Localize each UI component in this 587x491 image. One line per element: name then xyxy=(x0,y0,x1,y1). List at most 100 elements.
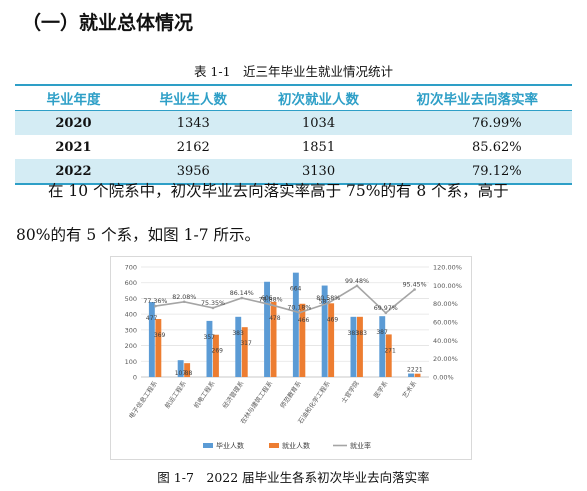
header-graduates: 毕业生人数 xyxy=(131,84,255,111)
left-axis-tick-label: 300 xyxy=(125,326,137,334)
left-axis-tick-label: 100 xyxy=(125,358,137,366)
legend-label: 就业人数 xyxy=(282,441,310,450)
category-tick-label: 经济管理系 xyxy=(220,379,245,410)
rate-data-label: 77.36% xyxy=(143,298,167,305)
bar-value-label: 477 xyxy=(146,315,158,322)
category-tick-label: 医学系 xyxy=(371,379,389,400)
table-caption: 表 1-1 近三年毕业生就业情况统计 xyxy=(193,64,394,79)
bar-employed xyxy=(270,301,277,377)
left-axis-tick-label: 400 xyxy=(125,311,137,319)
bar-value-label: 271 xyxy=(384,347,396,354)
category-tick-label: 机电工程系 xyxy=(191,379,216,410)
bar-employed xyxy=(241,327,248,377)
category-tick-label: 士官学院 xyxy=(339,378,361,404)
legend-swatch-graduates xyxy=(203,443,213,448)
bar-value-label: 369 xyxy=(154,332,166,339)
category-tick-label: 电子信息工程系 xyxy=(126,379,159,420)
header-rate: 初次毕业去向落实率 xyxy=(382,84,572,111)
bar-employed xyxy=(414,373,421,377)
bar-employed xyxy=(328,303,335,377)
rate-point xyxy=(154,304,157,308)
bar-value-label: 88 xyxy=(185,370,193,377)
rate-point xyxy=(240,296,244,300)
rate-point xyxy=(298,311,301,314)
bar-graduates xyxy=(206,320,213,377)
rate-point xyxy=(269,303,272,306)
rate-point xyxy=(384,311,388,315)
bar-employed xyxy=(299,303,306,377)
bar-graduates xyxy=(408,373,414,377)
rate-data-label: 99.48% xyxy=(345,278,369,285)
rate-point xyxy=(211,306,215,310)
category-tick-label: 师范教育系 xyxy=(278,379,303,410)
left-axis-tick-label: 0 xyxy=(133,374,137,382)
category-tick-label: 航运工程系 xyxy=(162,379,187,410)
bar-value-label: 582 xyxy=(319,299,331,306)
bar-employed xyxy=(385,334,392,377)
bar-value-label: 269 xyxy=(212,348,224,355)
cell-rate: 79.12% xyxy=(382,159,572,185)
cell-rate: 76.99% xyxy=(382,110,572,135)
bar-graduates xyxy=(177,360,184,377)
legend-swatch-employed xyxy=(269,443,279,448)
table-header-row: 毕业年度 毕业生人数 初次就业人数 初次毕业去向落实率 xyxy=(15,84,572,111)
rate-point xyxy=(182,300,186,304)
cell-graduates: 1343 xyxy=(131,110,255,135)
bar-value-label: 317 xyxy=(240,340,252,347)
left-axis-tick-label: 700 xyxy=(125,264,137,272)
body-paragraph-line-2: 80%的有 5 个系，如图 1-7 所示。 xyxy=(16,226,260,244)
category-tick-label: 艺术系 xyxy=(400,379,418,400)
right-axis-tick-label: 120.00% xyxy=(433,264,462,272)
chart-caption: 图 1-7 2022 届毕业生各系初次毕业去向落实率 xyxy=(157,470,430,485)
bar-value-label: 383 xyxy=(348,330,360,337)
rate-data-label: 82.08% xyxy=(172,294,196,301)
cell-year: 2021 xyxy=(55,139,92,155)
cell-rate: 85.62% xyxy=(472,139,522,155)
bar-value-label: 469 xyxy=(327,316,339,323)
bar-graduates xyxy=(235,316,242,377)
bar-value-label: 357 xyxy=(204,334,216,341)
cell-graduates: 3956 xyxy=(131,159,255,185)
bar-value-label: 664 xyxy=(290,286,302,293)
bar-employed xyxy=(213,334,219,377)
bar-value-label: 22 xyxy=(407,367,415,374)
rate-data-label: 69.97% xyxy=(374,305,398,312)
right-axis-tick-label: 20.00% xyxy=(433,355,458,363)
bar-graduates xyxy=(264,281,270,377)
table-row: 2020 1343 1034 76.99% xyxy=(15,110,572,135)
employment-stats-table: 毕业年度 毕业生人数 初次就业人数 初次毕业去向落实率 2020 1343 10… xyxy=(15,84,572,185)
right-axis-tick-label: 80.00% xyxy=(433,300,458,308)
bar-value-label: 387 xyxy=(376,329,388,336)
rate-data-label: 86.14% xyxy=(230,290,254,297)
bar-value-label: 478 xyxy=(269,315,281,322)
rate-point xyxy=(355,284,359,288)
left-axis-tick-label: 600 xyxy=(125,279,137,287)
bar-value-label: 466 xyxy=(298,317,310,324)
table-row: 2021 2162 1851 85.62% xyxy=(15,135,572,159)
rate-point xyxy=(326,301,330,305)
rate-point xyxy=(413,288,416,291)
bar-value-label: 606 xyxy=(261,295,273,302)
left-axis-tick-label: 500 xyxy=(125,295,137,303)
left-axis-tick-label: 200 xyxy=(125,342,137,350)
bar-employed xyxy=(357,316,363,377)
header-employed: 初次就业人数 xyxy=(254,84,383,111)
cell-graduates: 2162 xyxy=(176,139,210,155)
bar-value-label: 21 xyxy=(415,367,423,374)
section-heading: （一）就业总体情况 xyxy=(22,12,194,34)
cell-year: 2022 xyxy=(15,159,132,185)
legend-label: 就业率 xyxy=(350,441,371,450)
cell-employed: 3130 xyxy=(254,159,383,185)
rate-data-label: 80.58% xyxy=(316,295,340,302)
body-paragraph-line-1: 在 10 个院系中，初次毕业去向落实率高于 75%的有 8 个系，高于 xyxy=(48,182,509,200)
table-row: 2022 3956 3130 79.12% xyxy=(15,159,572,185)
bar-value-label: 383 xyxy=(356,330,368,337)
department-employment-chart: 0 100 200 300 400 500 600 700 0.00% 20.00% 40.00% 6… xyxy=(125,264,462,451)
legend-label: 毕业人数 xyxy=(216,441,244,450)
bar-graduates xyxy=(321,285,328,377)
header-year: 毕业年度 xyxy=(15,84,132,111)
rate-data-label: 95.45% xyxy=(403,282,427,289)
bar-value-label: 383 xyxy=(232,330,244,337)
bar-graduates xyxy=(292,272,299,377)
rate-data-label: 78.88% xyxy=(259,297,283,304)
